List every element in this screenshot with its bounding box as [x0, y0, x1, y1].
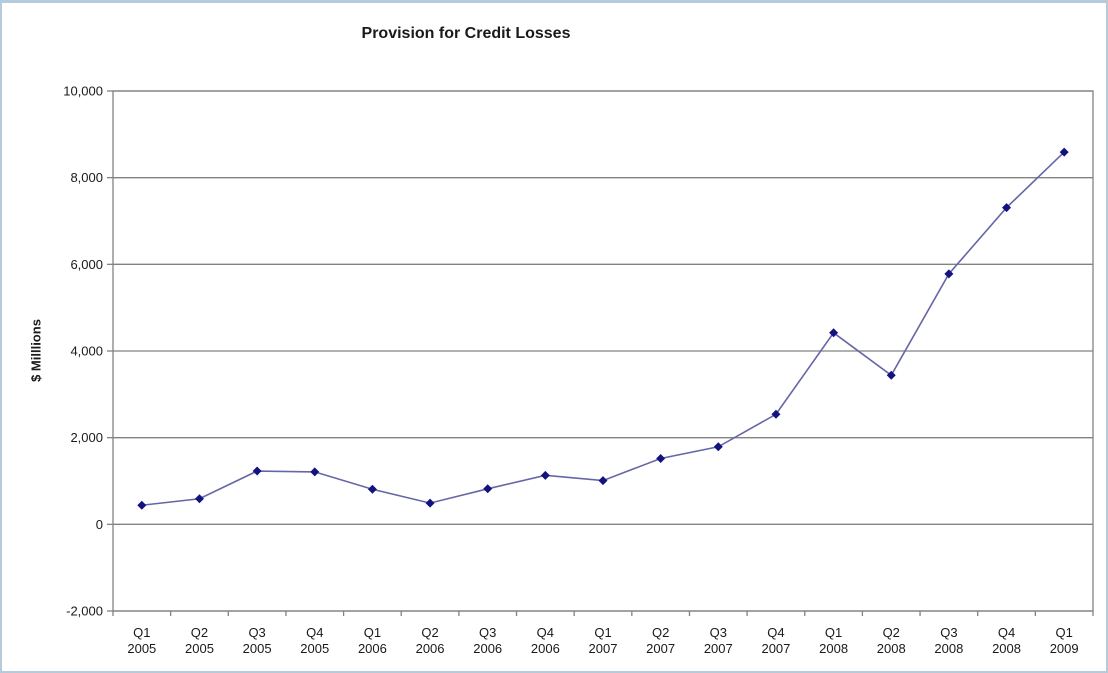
x-tick-label-year: 2008 — [992, 641, 1021, 656]
x-tick-label-quarter: Q2 — [421, 625, 438, 640]
y-tick-label: 0 — [96, 517, 103, 532]
x-tick-label-quarter: Q4 — [767, 625, 784, 640]
x-tick-label-year: 2005 — [127, 641, 156, 656]
x-tick-label-year: 2007 — [761, 641, 790, 656]
y-tick-label: 6,000 — [70, 257, 103, 272]
x-tick-label-year: 2009 — [1050, 641, 1079, 656]
x-tick-label-year: 2005 — [243, 641, 272, 656]
x-tick-label-quarter: Q2 — [883, 625, 900, 640]
data-point-marker — [829, 328, 839, 338]
x-tick-label-year: 2007 — [704, 641, 733, 656]
x-tick-label-year: 2007 — [646, 641, 675, 656]
data-point-marker — [540, 470, 550, 480]
plot-border — [112, 90, 1094, 612]
x-tick-label-quarter: Q3 — [479, 625, 496, 640]
x-tick-label-quarter: Q1 — [825, 625, 842, 640]
x-tick-label-quarter: Q2 — [191, 625, 208, 640]
y-tick-label: -2,000 — [66, 604, 103, 619]
data-point-marker — [252, 466, 262, 476]
series-line — [141, 151, 1065, 507]
data-point-marker — [310, 467, 320, 477]
data-point-marker — [656, 453, 666, 463]
x-tick-label-year: 2008 — [819, 641, 848, 656]
x-tick-label-year: 2006 — [531, 641, 560, 656]
line-chart-plot: -2,00002,0004,0006,0008,00010,000Q12005Q… — [63, 84, 1094, 656]
x-tick-label-quarter: Q4 — [998, 625, 1015, 640]
data-point-marker — [598, 476, 608, 486]
y-tick-label: 10,000 — [63, 84, 103, 99]
data-point-marker — [194, 494, 204, 504]
x-tick-label-quarter: Q3 — [710, 625, 727, 640]
x-tick-label-quarter: Q4 — [306, 625, 323, 640]
data-point-marker — [713, 442, 723, 452]
data-point-marker — [425, 498, 435, 508]
data-point-marker — [1059, 147, 1069, 157]
data-point-marker — [886, 370, 896, 380]
x-tick-label-quarter: Q1 — [1056, 625, 1073, 640]
x-tick-label-quarter: Q3 — [940, 625, 957, 640]
x-tick-label-year: 2005 — [185, 641, 214, 656]
x-tick-label-quarter: Q3 — [248, 625, 265, 640]
y-tick-label: 4,000 — [70, 344, 103, 359]
data-point-marker — [944, 269, 954, 279]
chart-title: Provision for Credit Losses — [361, 25, 571, 42]
data-point-marker — [367, 484, 377, 494]
x-tick-label-year: 2005 — [300, 641, 329, 656]
data-point-marker — [771, 409, 781, 419]
data-point-marker — [1002, 203, 1012, 213]
x-tick-label-year: 2006 — [358, 641, 387, 656]
x-tick-label-year: 2006 — [473, 641, 502, 656]
data-point-marker — [137, 500, 147, 510]
x-tick-label-quarter: Q1 — [364, 625, 381, 640]
x-tick-label-year: 2008 — [877, 641, 906, 656]
x-tick-label-quarter: Q2 — [652, 625, 669, 640]
x-tick-label-year: 2008 — [934, 641, 963, 656]
data-point-marker — [483, 484, 493, 494]
x-tick-label-quarter: Q1 — [133, 625, 150, 640]
x-tick-label-year: 2006 — [416, 641, 445, 656]
x-tick-label-quarter: Q1 — [594, 625, 611, 640]
x-tick-label-year: 2007 — [589, 641, 618, 656]
x-tick-label-quarter: Q4 — [537, 625, 554, 640]
y-tick-label: 2,000 — [70, 430, 103, 445]
y-tick-label: 8,000 — [70, 170, 103, 185]
